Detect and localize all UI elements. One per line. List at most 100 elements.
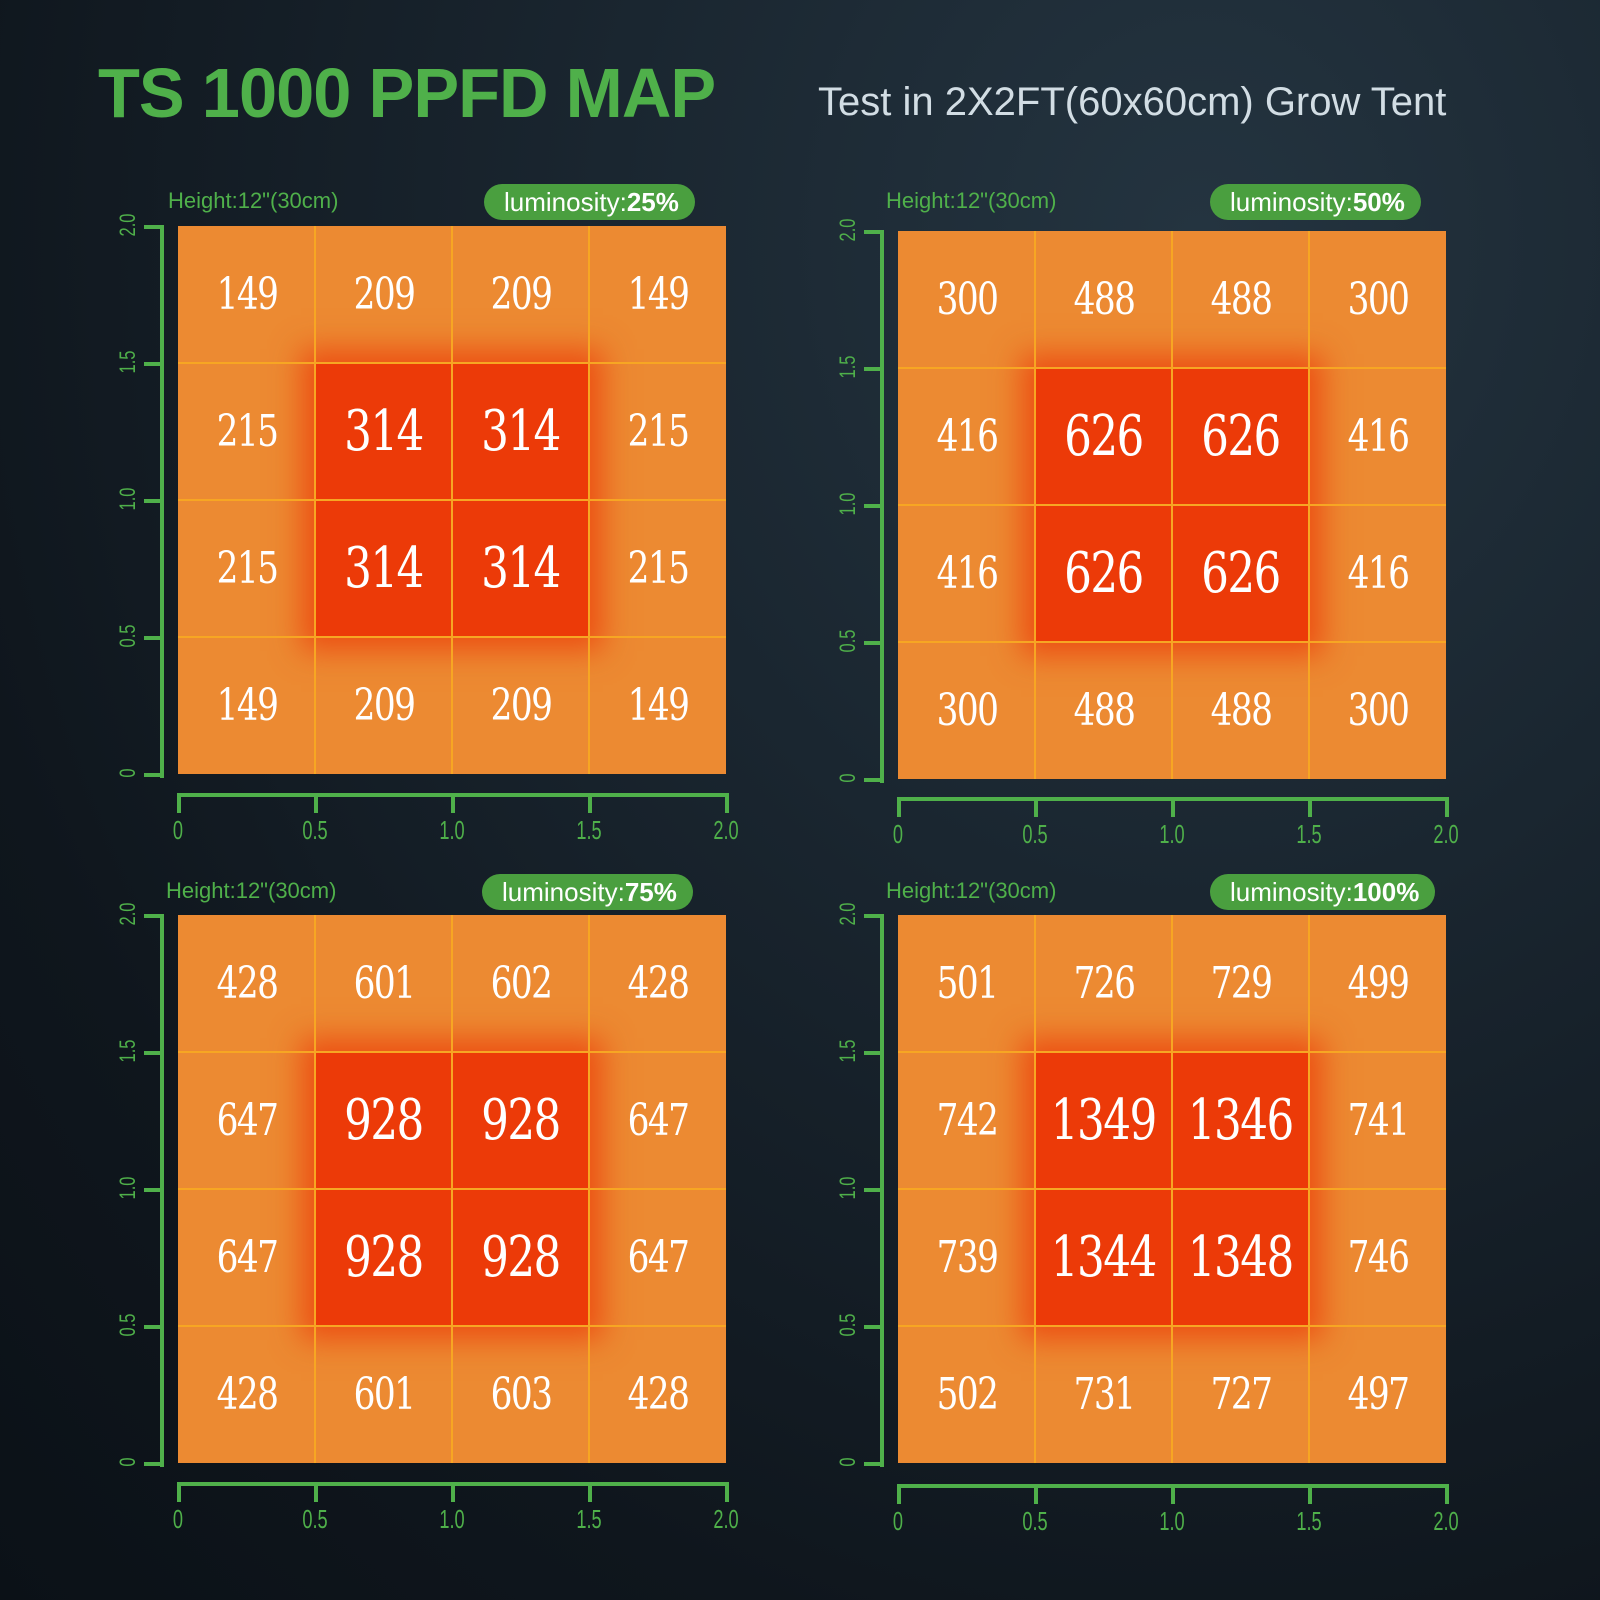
luminosity-value: 100% — [1352, 877, 1420, 907]
x-axis-tick — [725, 793, 729, 813]
ppfd-cell: 416 — [1309, 505, 1446, 642]
grid-line-horizontal — [898, 1325, 1446, 1327]
ppfd-value: 601 — [353, 958, 415, 1009]
ppfd-cell: 416 — [1309, 368, 1446, 505]
grid-line-horizontal — [178, 1325, 726, 1327]
x-axis-label: 0.5 — [1022, 1506, 1048, 1536]
ppfd-cell: 300 — [1309, 642, 1446, 779]
ppfd-value: 428 — [216, 1369, 278, 1420]
ppfd-value: 300 — [1347, 685, 1409, 736]
ppfd-cell: 928 — [452, 1052, 589, 1189]
y-axis-label: 0 — [115, 1457, 140, 1467]
ppfd-value: 428 — [627, 1369, 689, 1420]
ppfd-value: 149 — [627, 680, 689, 731]
grid-line-vertical — [588, 226, 590, 774]
ppfd-cell: 314 — [315, 363, 452, 500]
ppfd-value: 1348 — [1188, 1225, 1294, 1290]
height-label: Height:12"(30cm) — [886, 878, 1057, 903]
ppfd-cell: 428 — [589, 1326, 726, 1463]
ppfd-value: 1344 — [1051, 1225, 1157, 1290]
x-axis-tick — [451, 1482, 455, 1502]
ppfd-cell: 215 — [178, 500, 315, 637]
y-axis-label: 1.5 — [835, 1039, 860, 1063]
ppfd-cell: 647 — [178, 1052, 315, 1189]
x-axis-tick — [177, 1482, 181, 1502]
grid-line-horizontal — [898, 1188, 1446, 1190]
x-axis-label: 0 — [892, 819, 904, 849]
ppfd-cell: 601 — [315, 1326, 452, 1463]
x-axis-tick — [1308, 1484, 1312, 1504]
x-axis-tick — [725, 1482, 729, 1502]
y-axis-tick — [144, 1462, 164, 1466]
y-axis-tick — [144, 636, 164, 640]
ppfd-cell: 626 — [1172, 368, 1309, 505]
ppfd-cell: 428 — [178, 1326, 315, 1463]
x-axis-label: 1.5 — [1296, 819, 1322, 849]
ppfd-value: 416 — [1347, 548, 1409, 599]
y-axis-label: 0 — [835, 1457, 860, 1467]
ppfd-grid: 501 726 729 499 742 1349 1346 741 739 1344 1348 746… — [898, 915, 1446, 1463]
ppfd-cell: 209 — [315, 637, 452, 774]
ppfd-cell: 501 — [898, 915, 1035, 1052]
ppfd-cell: 149 — [589, 637, 726, 774]
x-axis-label: 0.5 — [1022, 819, 1048, 849]
y-axis-label: 1.5 — [835, 355, 860, 379]
ppfd-cell: 416 — [898, 368, 1035, 505]
y-axis-label: 2.0 — [115, 902, 140, 926]
luminosity-badge: luminosity:25% — [484, 184, 695, 220]
ppfd-value: 428 — [627, 958, 689, 1009]
ppfd-cell: 300 — [898, 231, 1035, 368]
ppfd-value: 746 — [1347, 1232, 1409, 1283]
x-axis-tick — [897, 797, 901, 817]
ppfd-cell: 149 — [589, 226, 726, 363]
ppfd-cell: 727 — [1172, 1326, 1309, 1463]
ppfd-cell: 928 — [452, 1189, 589, 1326]
ppfd-cell: 149 — [178, 637, 315, 774]
ppfd-value: 300 — [936, 685, 998, 736]
y-axis-tick — [864, 367, 884, 371]
y-axis-tick — [864, 230, 884, 234]
ppfd-cell: 149 — [178, 226, 315, 363]
luminosity-prefix: luminosity: — [1230, 187, 1353, 217]
y-axis-tick — [864, 1188, 884, 1192]
ppfd-value: 215 — [216, 543, 278, 594]
y-axis-label: 1.0 — [835, 1176, 860, 1200]
grid-line-horizontal — [178, 1188, 726, 1190]
x-axis-label: 0 — [172, 815, 184, 845]
ppfd-value: 209 — [490, 680, 552, 731]
x-axis-label: 2.0 — [1433, 819, 1459, 849]
x-axis-tick — [1171, 797, 1175, 817]
y-axis-label: 2.0 — [835, 218, 860, 242]
y-axis-tick — [864, 778, 884, 782]
y-axis-label: 1.0 — [835, 492, 860, 516]
ppfd-cell: 488 — [1172, 642, 1309, 779]
ppfd-cell: 300 — [1309, 231, 1446, 368]
ppfd-cell: 928 — [315, 1189, 452, 1326]
ppfd-cell: 729 — [1172, 915, 1309, 1052]
ppfd-value: 928 — [481, 1225, 561, 1290]
ppfd-cell: 502 — [898, 1326, 1035, 1463]
page-subtitle: Test in 2X2FT(60x60cm) Grow Tent — [818, 80, 1447, 124]
luminosity-badge: luminosity:50% — [1210, 184, 1421, 220]
ppfd-value: 416 — [1347, 411, 1409, 462]
y-axis-label: 1.5 — [115, 350, 140, 374]
x-axis-tick — [588, 793, 592, 813]
ppfd-cell: 626 — [1172, 505, 1309, 642]
x-axis-label: 1.0 — [439, 1504, 465, 1534]
ppfd-value: 209 — [490, 269, 552, 320]
ppfd-cell: 215 — [589, 363, 726, 500]
grid-line-horizontal — [898, 641, 1446, 643]
ppfd-cell: 215 — [589, 500, 726, 637]
x-axis-tick — [588, 1482, 592, 1502]
ppfd-value: 215 — [216, 406, 278, 457]
ppfd-value: 488 — [1073, 274, 1135, 325]
ppfd-cell: 314 — [452, 363, 589, 500]
luminosity-value: 25% — [626, 187, 679, 217]
ppfd-cell: 1348 — [1172, 1189, 1309, 1326]
ppfd-value: 928 — [481, 1088, 561, 1153]
ppfd-value: 647 — [216, 1232, 278, 1283]
y-axis-tick — [864, 1051, 884, 1055]
ppfd-value: 488 — [1073, 685, 1135, 736]
x-axis-tick — [1445, 1484, 1449, 1504]
ppfd-cell: 428 — [178, 915, 315, 1052]
